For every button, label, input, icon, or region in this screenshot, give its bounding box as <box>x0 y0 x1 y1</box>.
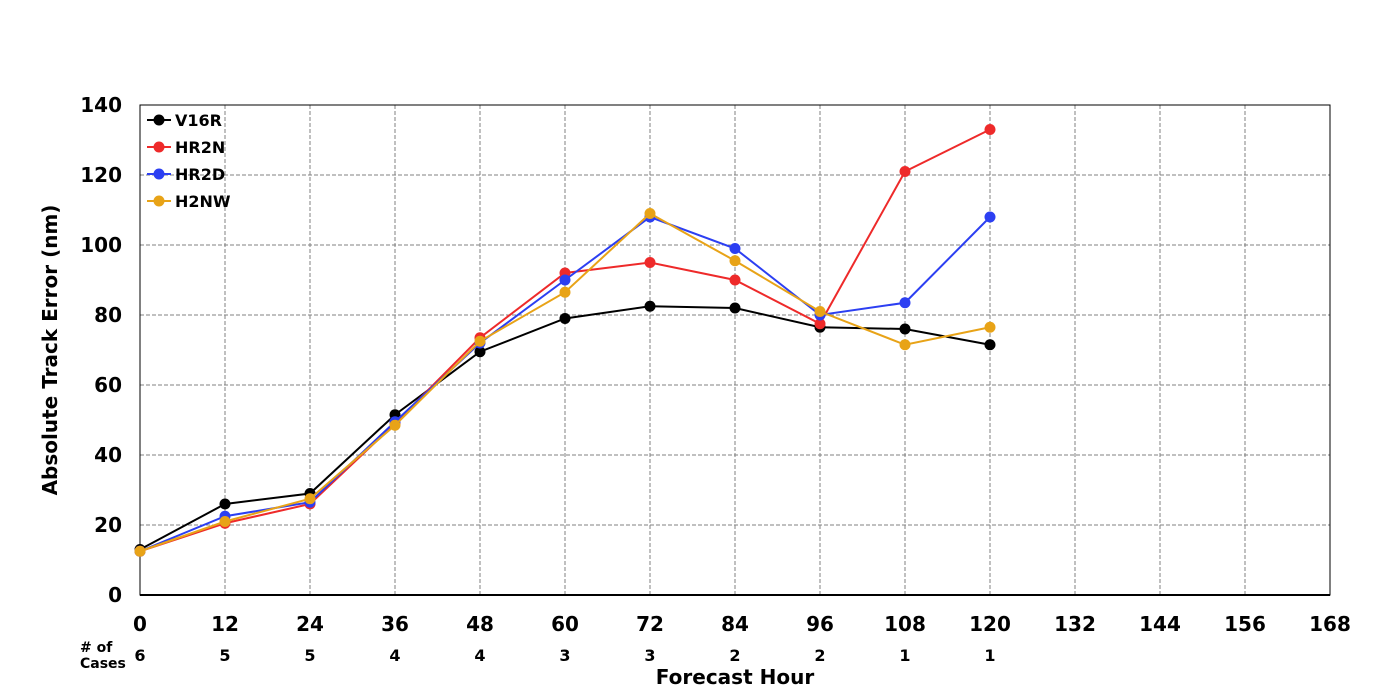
data-point <box>984 124 996 135</box>
legend-label: HR2N <box>175 138 225 157</box>
data-point <box>474 335 486 347</box>
data-point <box>814 318 826 330</box>
x-tick-label: 120 <box>969 612 1011 636</box>
x-tick-label: 36 <box>381 612 409 636</box>
case-count: 6 <box>134 646 145 665</box>
case-count: 4 <box>474 646 485 665</box>
grid-lines <box>140 105 1330 595</box>
data-point <box>899 323 911 335</box>
case-count: 4 <box>389 646 400 665</box>
data-point <box>729 274 741 286</box>
data-point <box>814 306 826 317</box>
y-tick-label: 140 <box>80 93 122 117</box>
legend: V16R HR2N HR2D H2NW <box>147 111 231 211</box>
case-count: 2 <box>814 646 825 665</box>
y-tick-label: 120 <box>80 163 122 187</box>
cases-label-line1: # of <box>80 640 113 656</box>
case-count: 1 <box>984 646 995 665</box>
data-point <box>559 286 571 298</box>
y-tick-label: 60 <box>94 373 122 397</box>
data-point <box>984 211 996 223</box>
legend-marker <box>153 141 165 153</box>
y-tick-label: 40 <box>94 443 122 467</box>
y-tick-label: 0 <box>108 583 122 607</box>
y-tick-label: 20 <box>94 513 122 537</box>
cases-row: # of Cases 6 5 5 4 4 3 3 2 2 1 1 <box>80 640 996 672</box>
data-point <box>219 498 231 510</box>
case-count: 3 <box>559 646 570 665</box>
case-count: 5 <box>219 646 230 665</box>
x-axis-title: Forecast Hour <box>656 665 815 689</box>
data-point <box>729 243 741 254</box>
x-tick-label: 84 <box>721 612 749 636</box>
legend-item-h2nw: H2NW <box>147 192 231 211</box>
data-point <box>984 339 996 351</box>
legend-label: HR2D <box>175 165 225 184</box>
data-point <box>644 257 656 268</box>
legend-marker <box>153 195 165 207</box>
x-tick-label: 144 <box>1139 612 1181 636</box>
case-count: 1 <box>899 646 910 665</box>
data-point <box>899 297 911 309</box>
x-tick-label: 0 <box>133 612 147 636</box>
data-point <box>474 346 486 358</box>
series-h2nw <box>134 208 996 557</box>
x-tick-label: 24 <box>296 612 324 636</box>
x-tick-label: 168 <box>1309 612 1351 636</box>
y-tick-label: 100 <box>80 233 122 257</box>
data-point <box>644 208 656 219</box>
legend-label: H2NW <box>175 192 231 211</box>
data-point <box>559 274 571 286</box>
cases-label-line2: Cases <box>80 656 126 672</box>
data-point <box>304 493 316 505</box>
data-point <box>134 545 146 557</box>
legend-item-hr2d: HR2D <box>147 165 225 184</box>
x-tick-label: 132 <box>1054 612 1096 636</box>
y-tick-label: 80 <box>94 303 122 327</box>
data-point <box>899 166 911 177</box>
x-tick-label: 72 <box>636 612 664 636</box>
legend-marker <box>153 114 165 126</box>
data-point <box>729 255 741 267</box>
data-point <box>389 419 401 431</box>
data-point <box>559 313 571 324</box>
legend-item-hr2n: HR2N <box>147 138 225 157</box>
y-tick-labels: 0 20 40 60 80 100 120 140 <box>80 93 122 607</box>
legend-label: V16R <box>175 111 222 130</box>
x-tick-label: 60 <box>551 612 579 636</box>
legend-marker <box>153 168 165 180</box>
data-point <box>644 300 656 312</box>
x-tick-labels: 0 12 24 36 48 60 72 84 96 108 120 132 144 156 168 <box>133 612 1351 636</box>
data-point <box>984 321 996 333</box>
case-count: 5 <box>304 646 315 665</box>
y-axis-title: Absolute Track Error (nm) <box>38 205 62 496</box>
legend-item-v16r: V16R <box>147 111 222 130</box>
x-tick-label: 156 <box>1224 612 1266 636</box>
case-count: 2 <box>729 646 740 665</box>
case-count: 3 <box>644 646 655 665</box>
data-point <box>219 516 231 527</box>
data-point <box>899 339 911 351</box>
x-tick-label: 108 <box>884 612 926 636</box>
x-tick-label: 12 <box>211 612 239 636</box>
x-tick-label: 96 <box>806 612 834 636</box>
x-tick-label: 48 <box>466 612 494 636</box>
series-group <box>134 124 996 557</box>
data-point <box>729 302 741 314</box>
